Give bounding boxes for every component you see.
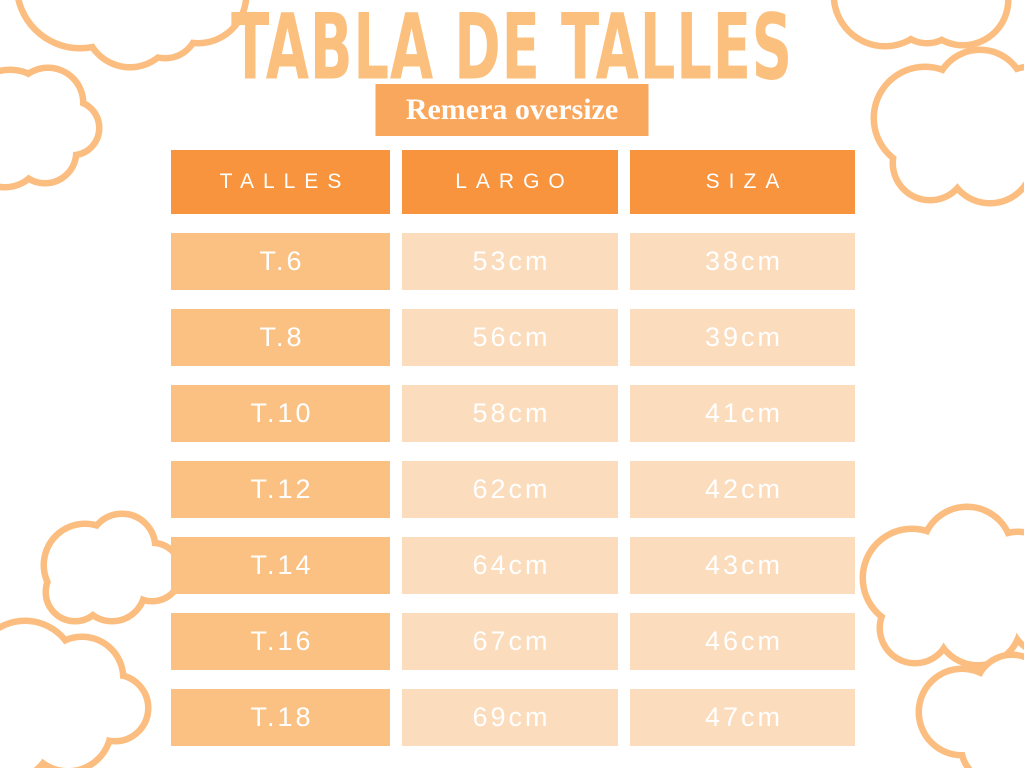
talle-cell: T.10 — [171, 385, 390, 442]
siza-cell: 43cm — [630, 537, 855, 594]
largo-cell: 56cm — [402, 309, 618, 366]
largo-cell: 69cm — [402, 689, 618, 746]
siza-cell: 47cm — [630, 689, 855, 746]
largo-cell: 62cm — [402, 461, 618, 518]
cloud-icon — [47, 517, 178, 618]
cloud-icon — [0, 71, 96, 184]
cloud-icon — [0, 624, 145, 768]
talle-cell: T.8 — [171, 309, 390, 366]
largo-cell: 64cm — [402, 537, 618, 594]
cloud-icon — [866, 510, 1024, 662]
cloud-icon — [922, 658, 1024, 768]
talle-cell: T.14 — [171, 537, 390, 594]
siza-cell: 41cm — [630, 385, 855, 442]
page-title: TABLA DE TALLES — [231, 0, 793, 101]
talle-cell: T.16 — [171, 613, 390, 670]
column-header-siza: SIZA — [630, 150, 855, 214]
siza-cell: 38cm — [630, 233, 855, 290]
column-header-largo: LARGO — [402, 150, 618, 214]
talle-cell: T.12 — [171, 461, 390, 518]
talle-cell: T.18 — [171, 689, 390, 746]
largo-cell: 53cm — [402, 233, 618, 290]
siza-cell: 46cm — [630, 613, 855, 670]
size-table: TALLES LARGO SIZA T.6 53cm 38cm T.8 56cm… — [171, 150, 855, 746]
talle-cell: T.6 — [171, 233, 390, 290]
subtitle-banner: Remera oversize — [375, 84, 649, 136]
largo-cell: 58cm — [402, 385, 618, 442]
largo-cell: 67cm — [402, 613, 618, 670]
siza-cell: 39cm — [630, 309, 855, 366]
siza-cell: 42cm — [630, 461, 855, 518]
column-header-talles: TALLES — [171, 150, 390, 214]
subtitle-text: Remera oversize — [405, 93, 619, 126]
